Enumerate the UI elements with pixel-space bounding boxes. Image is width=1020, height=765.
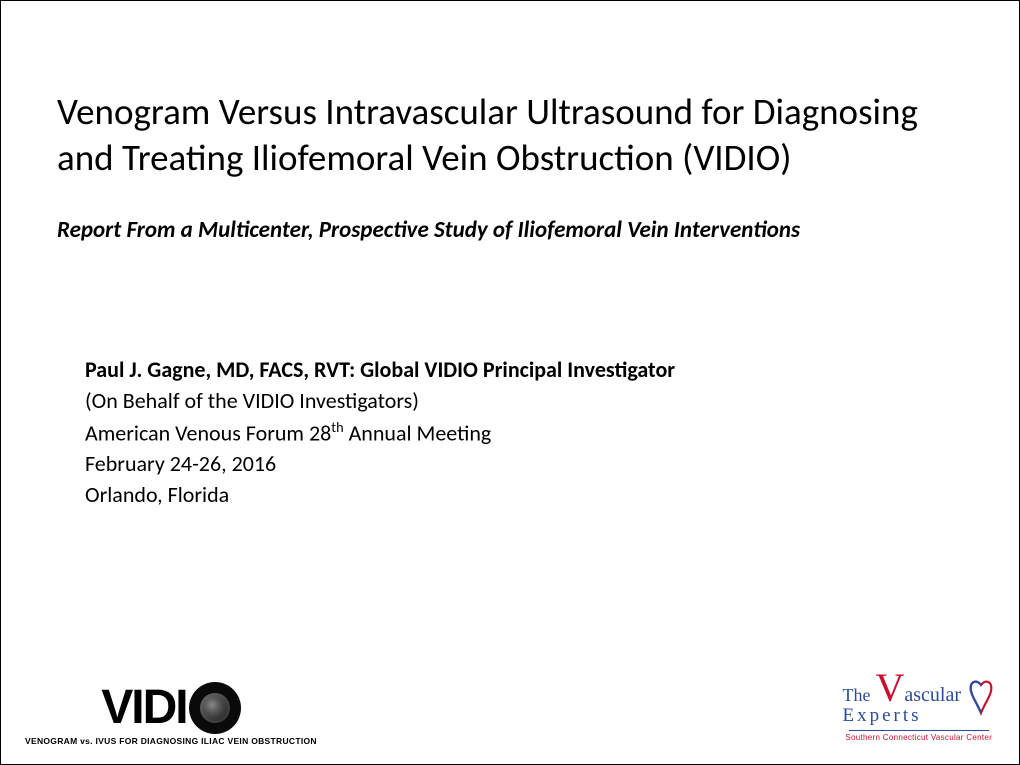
ve-v-letter: V <box>875 672 904 704</box>
ve-divider <box>849 730 989 731</box>
slide-title: Venogram Versus Intravascular Ultrasound… <box>57 89 963 182</box>
vidio-letters: VIDI <box>101 684 186 732</box>
meeting-ordinal: th <box>331 418 343 436</box>
slide-subtitle: Report From a Multicenter, Prospective S… <box>57 216 963 246</box>
author-on-behalf: (On Behalf of the VIDIO Investigators) <box>85 386 963 417</box>
ve-the: The <box>842 685 870 705</box>
meeting-prefix: American Venous Forum 28 <box>85 419 331 446</box>
meeting-suffix: Annual Meeting <box>344 419 492 446</box>
author-date: February 24-26, 2016 <box>85 449 963 480</box>
slide-container: Venogram Versus Intravascular Ultrasound… <box>1 1 1019 764</box>
ve-experts: Experts <box>842 706 961 726</box>
ve-top-row: The Vascular Experts <box>842 672 995 726</box>
vidio-wordmark: VIDI <box>101 682 240 734</box>
vascular-experts-logo: The Vascular Experts Southern Connecticu… <box>842 672 995 746</box>
author-meeting: American Venous Forum 28th Annual Meetin… <box>85 417 963 449</box>
vidio-tagline: VENOGRAM vs. IVUS FOR DIAGNOSING ILIAC V… <box>25 736 317 746</box>
author-name: Paul J. Gagne, MD, FACS, RVT: Global VID… <box>85 355 963 386</box>
author-block: Paul J. Gagne, MD, FACS, RVT: Global VID… <box>57 355 963 510</box>
vidio-logo: VIDI VENOGRAM vs. IVUS FOR DIAGNOSING IL… <box>25 682 317 746</box>
ve-subtitle: Southern Connecticut Vascular Center <box>845 733 992 742</box>
ve-line1: The Vascular <box>842 672 961 706</box>
heart-icon <box>967 679 995 719</box>
ve-ascular: ascular <box>904 684 961 706</box>
author-location: Orlando, Florida <box>85 480 963 511</box>
logo-row: VIDI VENOGRAM vs. IVUS FOR DIAGNOSING IL… <box>25 672 995 746</box>
ve-text-block: The Vascular Experts <box>842 672 961 726</box>
vidio-o-icon <box>189 682 241 734</box>
